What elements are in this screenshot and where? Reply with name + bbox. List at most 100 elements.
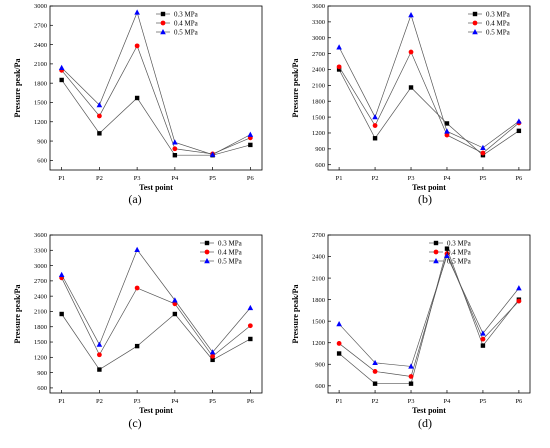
data-point (372, 369, 378, 374)
panel-label: (b) (418, 192, 432, 206)
legend-marker (433, 258, 439, 264)
y-axis-label: Pressure peak/Pa (291, 284, 300, 343)
legend-marker (204, 258, 210, 264)
data-point (516, 285, 522, 291)
data-point (172, 301, 178, 307)
data-point (58, 271, 65, 277)
y-tick-label: 1500 (312, 318, 325, 325)
x-axis-label: Test point (139, 406, 173, 415)
x-tick-label: P6 (247, 175, 255, 182)
y-tick-label: 2100 (312, 275, 325, 282)
x-tick-label: P4 (171, 175, 179, 182)
data-point (444, 128, 450, 134)
x-tick-label: P5 (209, 398, 216, 405)
data-point (516, 118, 522, 124)
plot-frame (49, 234, 263, 394)
y-tick-label: 2700 (312, 51, 325, 58)
x-tick-label: P2 (96, 175, 103, 182)
legend-entry: 0.4 MPa (447, 248, 472, 256)
y-tick-label: 900 (315, 146, 325, 153)
data-point (58, 64, 65, 70)
y-tick-label: 1800 (312, 297, 325, 304)
y-tick-label: 1500 (312, 114, 325, 121)
x-tick-label: P6 (515, 175, 523, 182)
y-tick-label: 3000 (34, 263, 47, 270)
x-axis-label: Test point (412, 183, 446, 192)
series-line (61, 249, 251, 353)
data-point (372, 136, 378, 141)
data-point (444, 246, 450, 251)
y-tick-label: 2100 (34, 309, 47, 316)
data-point (210, 353, 216, 359)
legend-marker (160, 20, 166, 26)
data-point (336, 321, 342, 327)
y-tick-label: 900 (37, 370, 47, 377)
plot-frame (327, 5, 531, 171)
panel-label: (d) (418, 416, 432, 430)
data-point (59, 77, 64, 83)
y-tick-label: 3300 (312, 19, 325, 26)
data-point (96, 341, 103, 347)
y-tick-label: 1200 (34, 119, 47, 126)
series-0-5-mpa (336, 252, 522, 369)
x-tick-label: P5 (479, 398, 486, 405)
data-point (209, 151, 216, 157)
series-line (61, 313, 251, 371)
y-tick-label: 1800 (34, 324, 47, 331)
legend-entry: 0.3 MPa (174, 10, 199, 18)
data-point (444, 121, 450, 126)
data-point (248, 336, 253, 342)
chart-panel-4: 600 900 1200 1500 1800 2100 2400 2700 P1 P2 P3 P4 P5… (291, 232, 531, 430)
data-point (172, 297, 178, 303)
y-tick-label: 1800 (34, 80, 47, 87)
panel-label: (a) (128, 192, 141, 206)
data-point (408, 381, 414, 386)
x-tick-label: P1 (336, 175, 343, 182)
data-point (480, 144, 486, 150)
x-axis-label: Test point (139, 183, 173, 192)
y-tick-label: 1500 (34, 100, 47, 107)
chart-panel-3: 600 900 1200 1500 1800 2100 2400 2700 3000 3300 36… (13, 232, 263, 430)
x-tick-label: P3 (134, 398, 141, 405)
data-point (134, 343, 140, 349)
legend-marker (204, 249, 210, 255)
x-tick-label: P2 (96, 398, 103, 405)
series-line (61, 45, 251, 155)
x-tick-label: P3 (134, 175, 141, 182)
y-axis-label: Pressure peak/Pa (13, 58, 22, 117)
x-tick-label: P4 (171, 398, 179, 405)
data-point (372, 359, 378, 366)
y-tick-label: 2400 (312, 254, 325, 261)
y-tick-label: 2400 (312, 67, 325, 74)
data-point (97, 131, 102, 136)
data-point (172, 311, 178, 317)
series-line (338, 13, 520, 149)
data-point (480, 343, 486, 348)
series-0-5-mpa (58, 246, 254, 355)
data-point (408, 363, 414, 369)
x-tick-label: P4 (444, 398, 452, 405)
series-0-5-mpa (58, 9, 254, 157)
series-line (61, 277, 251, 357)
data-point (372, 123, 378, 128)
data-point (172, 153, 178, 158)
legend-entry: 0.5 MPa (174, 28, 199, 36)
x-tick-label: P1 (336, 398, 343, 405)
data-point (134, 285, 140, 291)
series-0-4-mpa (336, 251, 522, 379)
plot-frame (327, 234, 531, 394)
series-line (338, 51, 520, 154)
y-tick-label: 900 (37, 138, 47, 145)
y-tick-label: 600 (315, 383, 325, 390)
data-point (134, 9, 140, 15)
x-tick-label: P5 (479, 175, 486, 182)
x-tick-label: P3 (408, 175, 415, 182)
legend-entry: 0.4 MPa (174, 19, 199, 27)
y-tick-label: 3300 (34, 247, 47, 254)
legend-marker (472, 20, 478, 26)
data-point (96, 113, 102, 119)
data-point (408, 85, 414, 90)
legend-marker (204, 240, 210, 246)
y-axis-label: Pressure peak/Pa (13, 284, 22, 343)
